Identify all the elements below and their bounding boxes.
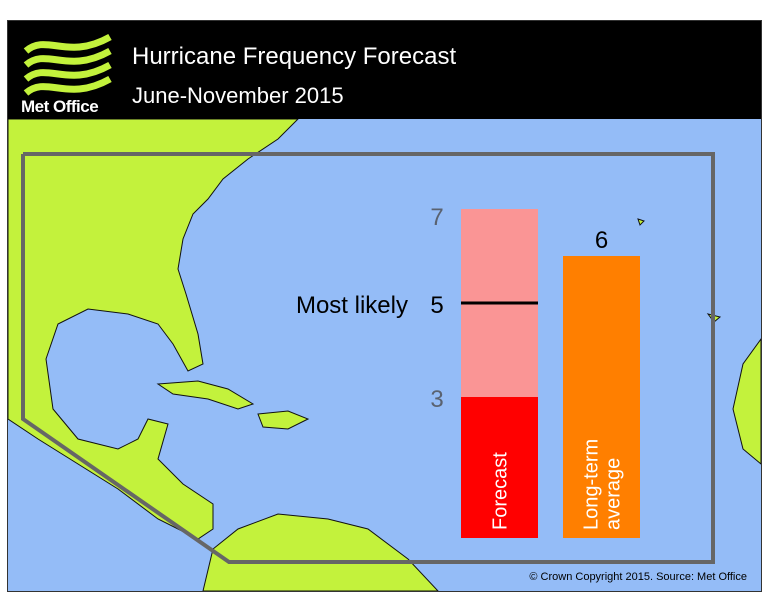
average-bar	[563, 256, 640, 538]
forecast-chart: 7 5 3 Most likely 6 Forecast Long-termav…	[296, 204, 640, 538]
page-subtitle: June-November 2015	[132, 83, 344, 108]
cuba	[156, 380, 255, 410]
tick-label-most-likely: 5	[430, 292, 443, 319]
hispaniola	[257, 410, 310, 430]
infographic: Met Office Hurricane Frequency Forecast …	[7, 20, 762, 592]
south-america	[202, 513, 439, 591]
forecast-bar-label: Forecast	[490, 452, 512, 530]
met-office-logo-icon	[23, 33, 112, 96]
tick-label-high: 7	[430, 204, 443, 231]
atlantic-map	[8, 119, 761, 591]
average-bar-label: Long-termaverage	[581, 439, 625, 530]
average-value-label: 6	[595, 227, 608, 254]
header: Met Office Hurricane Frequency Forecast …	[8, 21, 761, 119]
copyright: © Crown Copyright 2015. Source: Met Offi…	[529, 571, 747, 583]
brand-name: Met Office	[21, 97, 99, 116]
most-likely-label: Most likely	[296, 292, 408, 319]
forecast-region-outline	[21, 152, 715, 564]
tick-label-low: 3	[430, 386, 443, 413]
africa	[732, 338, 761, 465]
page-title: Hurricane Frequency Forecast	[132, 43, 457, 70]
forecast-low-bar	[461, 397, 538, 538]
